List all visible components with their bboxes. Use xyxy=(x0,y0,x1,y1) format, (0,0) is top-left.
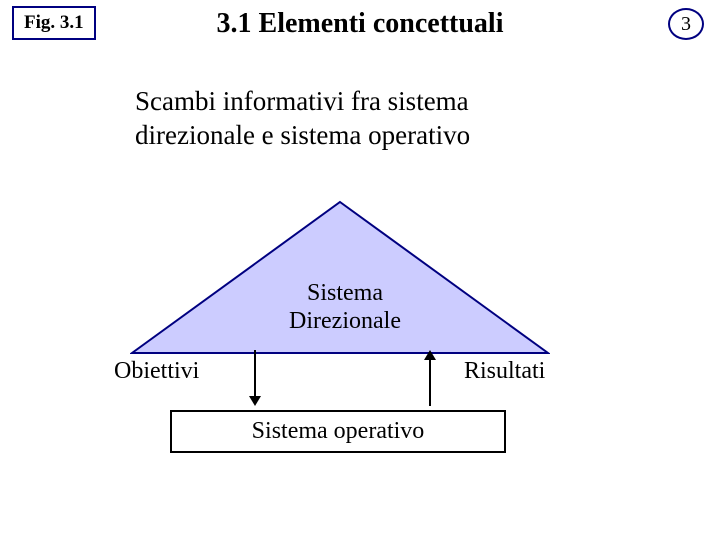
page-number-badge: 3 xyxy=(668,8,704,40)
figure-label: Fig. 3.1 xyxy=(12,6,96,40)
results-label: Risultati xyxy=(464,358,545,385)
page-title: 3.1 Elementi concettuali xyxy=(217,8,504,40)
triangle-label: Sistema Direzionale xyxy=(265,280,425,335)
arrow-up-icon xyxy=(423,350,437,406)
header: Fig. 3.1 3.1 Elementi concettuali 3 xyxy=(0,0,720,60)
triangle-label-line2: Direzionale xyxy=(289,308,401,334)
operational-system-box: Sistema operativo xyxy=(170,410,506,453)
triangle-label-line1: Sistema xyxy=(307,280,383,306)
subtitle-line1: Scambi informativi fra sistema xyxy=(135,86,469,116)
subtitle: Scambi informativi fra sistema direziona… xyxy=(135,85,470,153)
objectives-label: Obiettivi xyxy=(114,358,199,385)
arrow-down-icon xyxy=(248,350,262,406)
diagram-container: Sistema Direzionale Obiettivi Risultati … xyxy=(0,200,720,480)
subtitle-line2: direzionale e sistema operativo xyxy=(135,120,470,150)
